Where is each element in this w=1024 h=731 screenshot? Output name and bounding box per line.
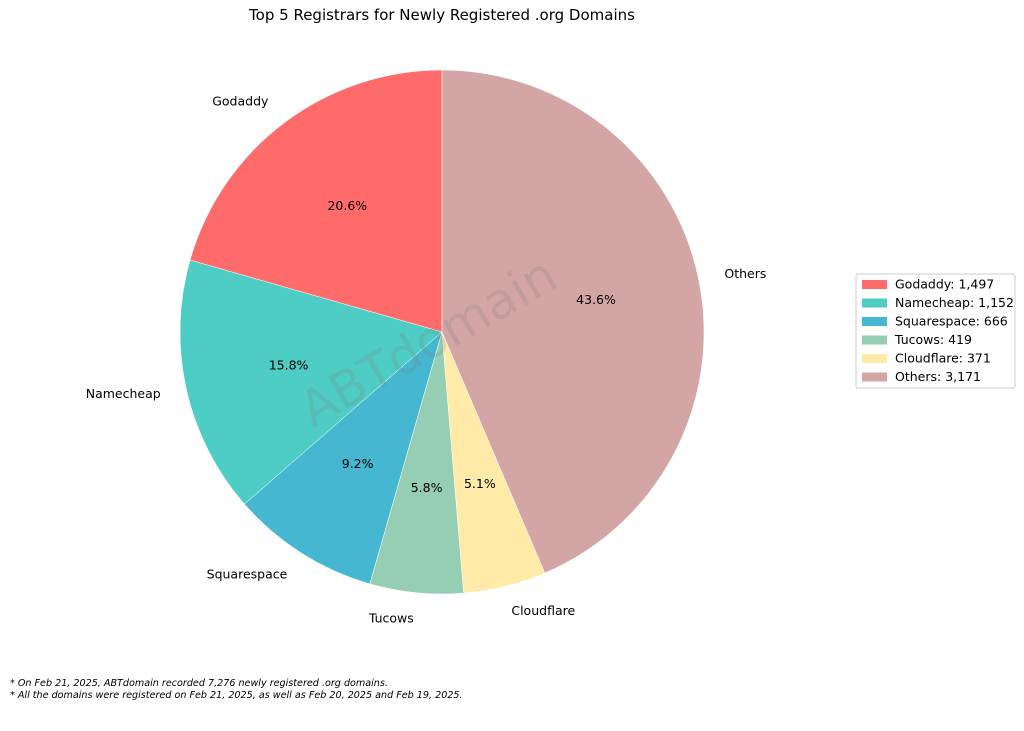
pie-slice-godaddy xyxy=(189,69,443,333)
legend-swatch-namecheap xyxy=(862,298,887,308)
legend-label-godaddy: Godaddy: 1,497 xyxy=(895,277,994,292)
percent-labels: 20.6% 15.8% 9.2% 5.8% 5.1% 43.6% xyxy=(269,198,616,495)
legend: Godaddy: 1,497 Namecheap: 1,152 Squarespac… xyxy=(855,273,1016,389)
pie-slice-others xyxy=(441,69,705,574)
legend-swatch-others xyxy=(862,372,887,382)
pie-slices xyxy=(179,69,705,595)
percent-label-namecheap: 15.8% xyxy=(269,358,309,373)
percent-label-others: 43.6% xyxy=(576,292,616,307)
footnote-2: * All the domains were registered on Feb… xyxy=(10,690,463,701)
legend-swatch-tucows xyxy=(862,335,887,345)
slice-label-godaddy: Godaddy xyxy=(212,93,269,108)
category-labels: Godaddy Namecheap Squarespace Tucows Cloudfl… xyxy=(86,93,767,625)
percent-label-squarespace: 9.2% xyxy=(342,456,374,471)
footnotes: * On Feb 21, 2025, ABTdomain recorded 7,… xyxy=(10,678,463,702)
percent-label-cloudflare: 5.1% xyxy=(464,476,496,491)
percent-label-tucows: 5.8% xyxy=(411,480,443,495)
slice-label-cloudflare: Cloudflare xyxy=(511,603,575,618)
legend-swatch-cloudflare xyxy=(862,354,887,363)
pie-slice-squarespace xyxy=(244,331,443,585)
footnote-1: * On Feb 21, 2025, ABTdomain recorded 7,… xyxy=(10,678,388,689)
pie-slice-namecheap xyxy=(179,259,443,505)
legend-items: Godaddy: 1,497 Namecheap: 1,152 Squarespac… xyxy=(862,277,1014,384)
legend-box xyxy=(855,273,1016,389)
legend-label-namecheap: Namecheap: 1,152 xyxy=(895,295,1014,310)
legend-swatch-squarespace xyxy=(862,317,887,326)
legend-swatch-godaddy xyxy=(862,280,887,289)
slice-label-others: Others xyxy=(724,266,766,281)
slice-label-tucows: Tucows xyxy=(368,610,414,625)
slice-label-namecheap: Namecheap xyxy=(86,386,161,401)
legend-label-squarespace: Squarespace: 666 xyxy=(895,314,1008,329)
chart-title: Top 5 Registrars for Newly Registered .o… xyxy=(248,6,635,24)
percent-label-godaddy: 20.6% xyxy=(327,198,367,213)
legend-label-others: Others: 3,171 xyxy=(895,369,981,384)
slice-label-squarespace: Squarespace xyxy=(207,567,288,582)
legend-label-tucows: Tucows: 419 xyxy=(894,332,972,347)
legend-label-cloudflare: Cloudflare: 371 xyxy=(895,351,991,366)
